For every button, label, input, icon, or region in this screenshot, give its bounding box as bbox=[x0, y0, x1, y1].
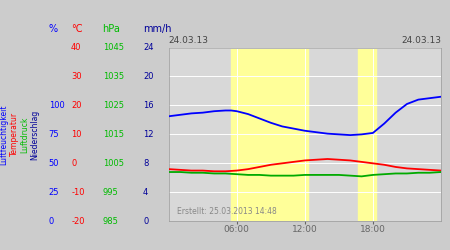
Text: 16: 16 bbox=[143, 101, 154, 110]
Text: 1025: 1025 bbox=[103, 101, 124, 110]
Bar bbox=[231, 48, 308, 221]
Text: 40: 40 bbox=[71, 43, 81, 52]
Text: 0: 0 bbox=[143, 217, 148, 226]
Text: Temperatur: Temperatur bbox=[10, 112, 19, 156]
Text: 4: 4 bbox=[143, 188, 148, 197]
Text: 8: 8 bbox=[143, 159, 148, 168]
Text: 995: 995 bbox=[103, 188, 118, 197]
Text: %: % bbox=[49, 24, 58, 34]
Text: 50: 50 bbox=[49, 159, 59, 168]
Text: Niederschlag: Niederschlag bbox=[31, 109, 40, 160]
Text: -10: -10 bbox=[71, 188, 85, 197]
Text: °C: °C bbox=[71, 24, 83, 34]
Text: 0: 0 bbox=[71, 159, 76, 168]
Bar bbox=[358, 48, 376, 221]
Text: Luftfeuchtigkeit: Luftfeuchtigkeit bbox=[0, 104, 8, 165]
Text: 20: 20 bbox=[143, 72, 153, 81]
Text: 10: 10 bbox=[71, 130, 81, 139]
Text: 30: 30 bbox=[71, 72, 82, 81]
Text: -20: -20 bbox=[71, 217, 85, 226]
Text: 75: 75 bbox=[49, 130, 59, 139]
Text: 1035: 1035 bbox=[103, 72, 124, 81]
Text: Luftdruck: Luftdruck bbox=[20, 116, 29, 152]
Text: 12: 12 bbox=[143, 130, 153, 139]
Text: 24.03.13: 24.03.13 bbox=[169, 36, 209, 45]
Text: 20: 20 bbox=[71, 101, 81, 110]
Text: 1015: 1015 bbox=[103, 130, 124, 139]
Text: 985: 985 bbox=[103, 217, 118, 226]
Text: 1045: 1045 bbox=[103, 43, 124, 52]
Text: 25: 25 bbox=[49, 188, 59, 197]
Text: 0: 0 bbox=[49, 217, 54, 226]
Text: Erstellt: 25.03.2013 14:48: Erstellt: 25.03.2013 14:48 bbox=[177, 207, 277, 216]
Text: 24: 24 bbox=[143, 43, 153, 52]
Text: hPa: hPa bbox=[103, 24, 121, 34]
Text: 24.03.13: 24.03.13 bbox=[401, 36, 441, 45]
Text: 100: 100 bbox=[49, 101, 64, 110]
Text: 1005: 1005 bbox=[103, 159, 124, 168]
Text: mm/h: mm/h bbox=[143, 24, 171, 34]
